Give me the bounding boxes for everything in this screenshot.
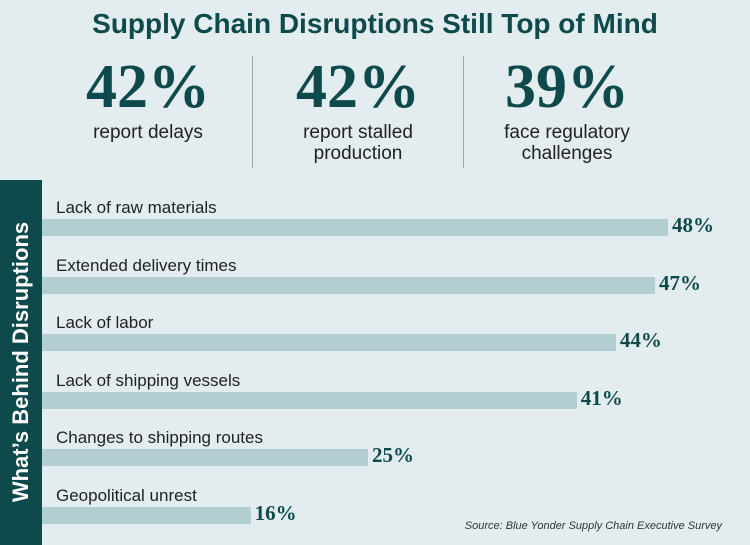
bar bbox=[42, 276, 655, 294]
side-band: What’s Behind Disruptions bbox=[0, 180, 42, 545]
value-label: 48% bbox=[672, 213, 714, 237]
divider bbox=[252, 56, 253, 168]
source: Source: Blue Yonder Supply Chain Executi… bbox=[464, 520, 722, 532]
divider bbox=[463, 56, 464, 168]
category-label: Geopolitical unrest bbox=[56, 486, 197, 505]
bar bbox=[42, 219, 668, 236]
stat: 39% face regulatory challenges bbox=[467, 52, 667, 164]
category-label: Changes to shipping routes bbox=[56, 428, 263, 448]
category-label: Lack of labor bbox=[56, 313, 154, 333]
value-label: 44% bbox=[619, 328, 662, 353]
bar bbox=[42, 449, 369, 467]
value-label: 25% bbox=[372, 443, 415, 468]
stat-label: face regulatory challenges bbox=[504, 122, 630, 164]
value-label: 16% bbox=[254, 501, 297, 525]
stat: 42% report stalled production bbox=[258, 52, 458, 164]
axis-label: What’s Behind Disruptions bbox=[8, 221, 33, 503]
bar bbox=[42, 507, 251, 524]
stat-value: 39% bbox=[505, 53, 629, 121]
value-label: 41% bbox=[580, 385, 623, 410]
stat: 42% report delays bbox=[48, 52, 248, 143]
stat-label: report delays bbox=[93, 122, 203, 143]
bar bbox=[42, 391, 577, 409]
category-label: Extended delivery times bbox=[56, 255, 237, 275]
stat-value: 42% bbox=[296, 53, 420, 121]
category-label: Lack of raw materials bbox=[56, 198, 217, 217]
stat-label: report stalled production bbox=[303, 122, 413, 164]
bar bbox=[42, 334, 616, 352]
stat-value: 42% bbox=[86, 53, 210, 121]
category-label: Lack of shipping vessels bbox=[56, 370, 241, 390]
value-label: 47% bbox=[658, 270, 701, 295]
title: Supply Chain Disruptions Still Top of Mi… bbox=[92, 8, 658, 39]
